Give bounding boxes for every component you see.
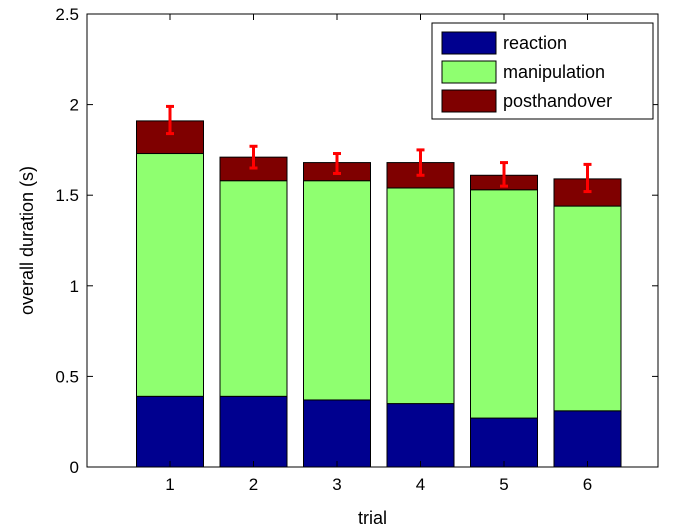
- y-tick-label: 1.5: [55, 186, 79, 205]
- bar-reaction-6: [553, 410, 622, 468]
- bar-reaction-5: [470, 417, 538, 468]
- legend-label-posthandover: posthandover: [503, 91, 612, 111]
- axes-group: 0 0.5 1 1.5 2 2.5 1 2 3 4 5 6: [55, 5, 659, 494]
- bar-reaction-4: [386, 403, 455, 468]
- error-bar-3: [333, 152, 341, 175]
- axes-frame: [86, 13, 659, 468]
- x-tick-label: 5: [499, 475, 508, 494]
- bar-manipulation-4: [386, 187, 455, 405]
- y-tick-label: 1: [70, 277, 79, 296]
- legend-label-reaction: reaction: [503, 33, 567, 53]
- error-bar-1: [166, 104, 174, 136]
- bar-manipulation-5: [470, 189, 538, 419]
- legend-swatch-manipulation: [441, 60, 497, 84]
- y-axis-label: overall duration (s): [17, 166, 37, 315]
- y-tick-label: 2: [70, 96, 79, 115]
- legend-swatch-posthandover: [441, 89, 497, 113]
- x-tick-label: 3: [332, 475, 341, 494]
- bar-manipulation-3: [303, 180, 371, 401]
- bar-reaction-3: [303, 399, 371, 468]
- bar-reaction-2: [219, 395, 288, 468]
- bar-reaction-1: [136, 395, 204, 468]
- x-tick-label: 4: [416, 475, 425, 494]
- error-bars-group: [166, 104, 592, 194]
- x-tick-label: 6: [583, 475, 592, 494]
- error-bar-2: [249, 144, 258, 170]
- error-bar-6: [583, 162, 592, 194]
- y-tick-label: 0: [70, 458, 79, 477]
- error-bar-5: [500, 161, 508, 188]
- legend: reaction manipulation posthandover: [431, 22, 654, 120]
- x-axis-label: trial: [358, 508, 387, 528]
- bar-manipulation-1: [136, 153, 204, 397]
- x-tick-label: 2: [249, 475, 258, 494]
- legend-swatch-reaction: [441, 31, 497, 55]
- bar-manipulation-2: [219, 180, 288, 397]
- bar-manipulation-6: [553, 205, 622, 412]
- y-tick-label: 2.5: [55, 5, 79, 24]
- x-tick-label: 1: [165, 475, 174, 494]
- y-tick-label: 0.5: [55, 367, 79, 386]
- legend-label-manipulation: manipulation: [503, 62, 605, 82]
- bars-group: [136, 120, 622, 468]
- error-bar-4: [416, 148, 425, 177]
